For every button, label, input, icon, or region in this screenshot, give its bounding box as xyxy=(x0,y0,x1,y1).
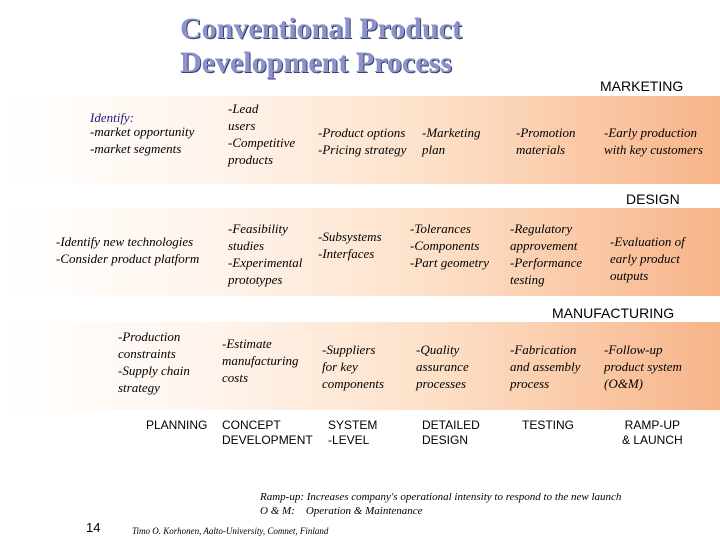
manufacturing-ramp: -Follow-up product system (O&M) xyxy=(604,342,682,391)
marketing-planning: -market opportunity -market segments xyxy=(90,124,195,156)
title-line-1: Conventional Product xyxy=(180,12,462,45)
marketing-concept: -Lead users -Competitive products xyxy=(228,101,296,167)
footnote-om: O & M: Operation & Maintenance xyxy=(260,505,423,517)
manufacturing-detailed: -Quality assurance processes xyxy=(416,342,469,391)
manufacturing-concept: -Estimate manufacturing costs xyxy=(222,336,299,385)
marketing-band xyxy=(0,96,720,184)
footnote-author: Timo O. Korhonen, Aalto-University, Comn… xyxy=(132,526,329,536)
page-number: 14 xyxy=(86,520,101,535)
manufacturing-testing: -Fabrication and assembly process xyxy=(510,342,581,391)
design-planning: -Identify new technologies -Consider pro… xyxy=(56,234,200,266)
phase-system-level: SYSTEM -LEVEL xyxy=(328,418,378,447)
manufacturing-planning: -Production constraints -Supply chain st… xyxy=(118,329,190,395)
manufacturing-band xyxy=(0,322,720,410)
design-system: -Subsystems -Interfaces xyxy=(318,229,382,261)
marketing-system: -Product options -Pricing strategy xyxy=(318,125,407,157)
phase-detailed-design: DETAILED DESIGN xyxy=(422,418,480,447)
design-band xyxy=(0,208,720,296)
marketing-ramp: -Early production with key customers xyxy=(604,125,703,157)
section-label-design: DESIGN xyxy=(626,191,680,207)
phase-concept-development: CONCEPT DEVELOPMENT xyxy=(222,418,313,447)
design-testing: -Regulatory approvement -Performance tes… xyxy=(510,221,583,287)
page-title: Conventional Product Development Process xyxy=(180,12,462,80)
design-concept: -Feasibility studies -Experimental proto… xyxy=(228,221,303,287)
footnote-rampup: Ramp-up: Increases company's operational… xyxy=(260,491,622,503)
marketing-testing: -Promotion materials xyxy=(516,125,576,157)
phase-ramp-up-launch: RAMP-UP & LAUNCH xyxy=(622,418,683,447)
design-ramp: -Evaluation of early product outputs xyxy=(610,234,685,283)
section-label-marketing: MARKETING xyxy=(600,78,684,94)
title-line-2: Development Process xyxy=(180,46,452,79)
marketing-planning-identify: Identify: xyxy=(90,110,135,125)
phase-planning: PLANNING xyxy=(146,418,208,432)
manufacturing-system: -Suppliers for key components xyxy=(322,342,385,391)
section-label-manufacturing: MANUFACTURING xyxy=(552,305,675,321)
design-detailed: -Tolerances -Components -Part geometry xyxy=(410,221,490,270)
phase-testing: TESTING xyxy=(522,418,575,432)
marketing-detailed: -Marketing plan xyxy=(422,125,481,157)
